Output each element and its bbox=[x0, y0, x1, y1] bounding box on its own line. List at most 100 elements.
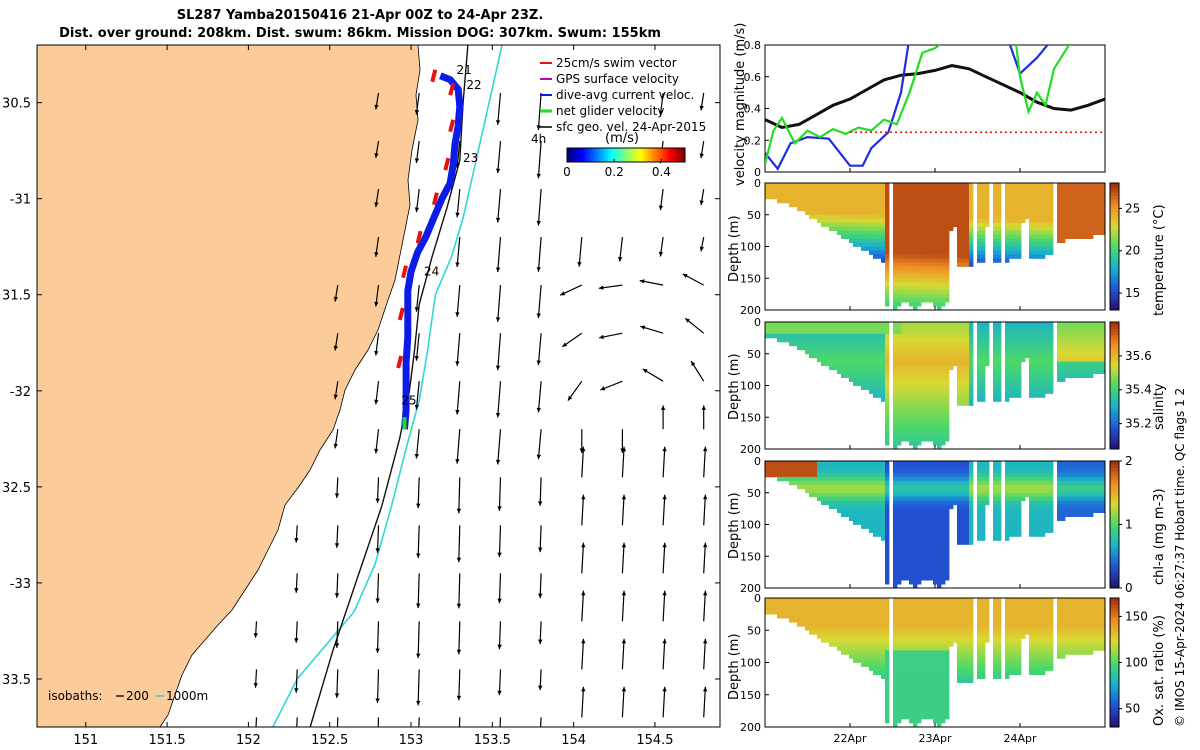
section-cell bbox=[993, 496, 998, 502]
section-cell bbox=[913, 270, 918, 275]
colorbar-cell bbox=[1110, 347, 1119, 352]
section-cell bbox=[797, 341, 802, 347]
section-cell bbox=[773, 465, 778, 470]
section-cell bbox=[861, 488, 866, 494]
section-cell bbox=[1029, 234, 1034, 239]
section-cell bbox=[905, 262, 910, 267]
section-cell bbox=[1057, 329, 1062, 335]
section-cell bbox=[829, 326, 834, 331]
section-cell bbox=[1085, 504, 1090, 510]
section-cell bbox=[997, 353, 1002, 359]
section-cell bbox=[917, 254, 922, 259]
section-cell bbox=[969, 389, 974, 394]
section-cell bbox=[1081, 341, 1086, 347]
section-cell bbox=[961, 401, 966, 406]
section-cell bbox=[897, 401, 902, 406]
section-cell bbox=[913, 262, 918, 267]
section-cell bbox=[1021, 202, 1026, 208]
section-cell bbox=[941, 353, 946, 359]
section-cell bbox=[1101, 210, 1106, 216]
section-cell bbox=[1017, 357, 1022, 363]
section-cell bbox=[853, 618, 858, 623]
section-cell bbox=[1009, 500, 1014, 506]
section-cell bbox=[865, 492, 870, 498]
section-cell bbox=[821, 484, 826, 490]
section-cell bbox=[1017, 484, 1022, 490]
section-cell bbox=[825, 488, 830, 494]
section-cell bbox=[925, 532, 930, 537]
current-vector-head bbox=[621, 638, 627, 644]
section-cell bbox=[993, 187, 998, 192]
section-cell bbox=[805, 333, 810, 339]
section-cell bbox=[997, 357, 1002, 363]
section-cell bbox=[833, 357, 838, 363]
section-cell bbox=[921, 476, 926, 482]
section-cell bbox=[897, 397, 902, 402]
section-cell bbox=[1029, 214, 1034, 220]
section-cell bbox=[933, 333, 938, 339]
section-cell bbox=[881, 480, 886, 486]
section-cell bbox=[877, 353, 882, 359]
section-cell bbox=[845, 373, 850, 378]
section-cell bbox=[893, 230, 898, 235]
colorbar-cell bbox=[1110, 499, 1119, 503]
section-cell bbox=[953, 349, 958, 355]
section-cell bbox=[977, 389, 982, 394]
section-cell bbox=[945, 326, 950, 331]
section-cell bbox=[845, 210, 850, 216]
section-cell bbox=[913, 290, 918, 295]
section-cell bbox=[1069, 190, 1074, 196]
section-cell bbox=[941, 465, 946, 470]
section-cell bbox=[1081, 488, 1086, 494]
section-cell bbox=[901, 329, 906, 335]
section-cell bbox=[1005, 329, 1010, 335]
section-cell bbox=[797, 187, 802, 192]
section-cell bbox=[865, 488, 870, 494]
section-cell bbox=[957, 194, 962, 200]
section-cell bbox=[801, 341, 806, 347]
section-cell bbox=[1049, 329, 1054, 335]
section-cell bbox=[1005, 254, 1010, 259]
section-cell bbox=[969, 465, 974, 470]
section-cell bbox=[1061, 377, 1066, 382]
section-cell bbox=[1017, 504, 1022, 510]
section-cell bbox=[1013, 385, 1018, 390]
section-cell bbox=[849, 361, 854, 367]
section-cell bbox=[941, 230, 946, 235]
section-cell bbox=[1077, 488, 1082, 494]
section-cell bbox=[765, 461, 770, 466]
map-x-tick-label: 154.5 bbox=[636, 733, 673, 748]
section-cell bbox=[829, 226, 834, 232]
section-cell bbox=[1049, 492, 1054, 498]
section-cell bbox=[781, 468, 786, 474]
section-cell bbox=[1085, 322, 1090, 327]
section-cell bbox=[1033, 218, 1038, 224]
section-cell bbox=[853, 369, 858, 374]
section-cell bbox=[1061, 322, 1066, 327]
section-cell bbox=[853, 353, 858, 359]
section-cell bbox=[977, 357, 982, 363]
section-cell bbox=[961, 194, 966, 200]
section-cell bbox=[885, 290, 890, 295]
section-cell bbox=[829, 365, 834, 371]
section-cell bbox=[897, 202, 902, 208]
section-cell bbox=[1017, 393, 1022, 398]
section-cell bbox=[981, 373, 986, 378]
section-cell bbox=[833, 618, 838, 623]
section-cell bbox=[841, 190, 846, 196]
section-cell bbox=[941, 413, 946, 418]
section-cell bbox=[925, 520, 930, 525]
section-cell bbox=[937, 238, 942, 243]
section-cell bbox=[909, 183, 914, 188]
section-cell bbox=[1041, 512, 1046, 517]
section-cell bbox=[937, 377, 942, 382]
section-cell bbox=[869, 329, 874, 335]
section-cell bbox=[1085, 357, 1090, 363]
section-cell bbox=[897, 341, 902, 347]
section-cell bbox=[893, 417, 898, 422]
section-cell bbox=[925, 548, 930, 553]
section-cell bbox=[777, 329, 782, 335]
section-cell bbox=[837, 484, 842, 490]
section-cell bbox=[1005, 353, 1010, 359]
section-cell bbox=[933, 401, 938, 406]
